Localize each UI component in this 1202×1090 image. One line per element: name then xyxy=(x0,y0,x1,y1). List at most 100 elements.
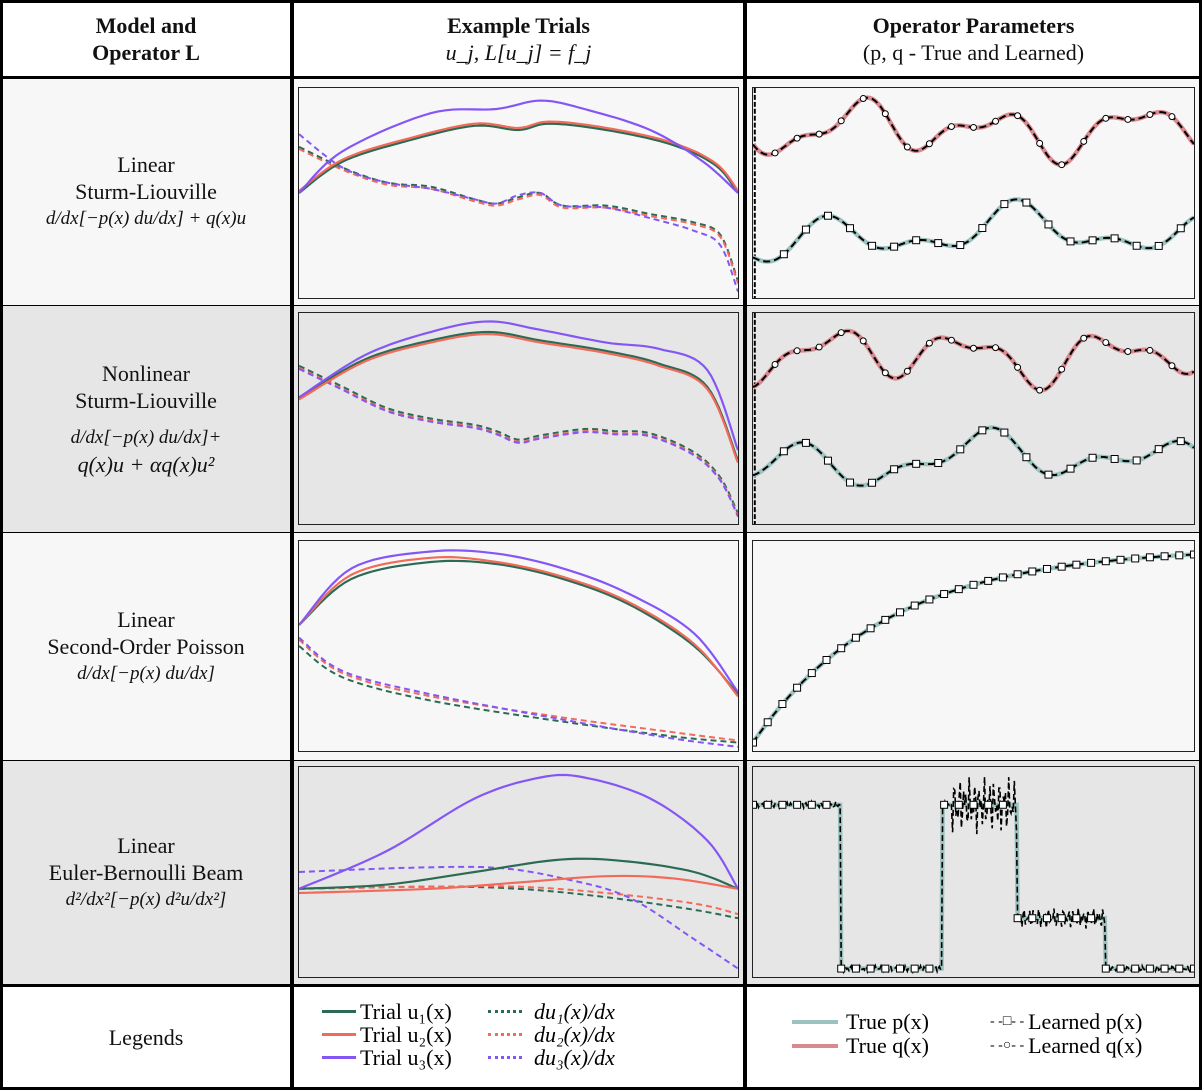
derivative-curve-du2 xyxy=(299,638,738,742)
learned-p-marker xyxy=(822,800,831,809)
trial-curve-u3 xyxy=(299,99,738,194)
learned-p-marker xyxy=(1154,445,1163,454)
learned-p-marker xyxy=(1057,914,1066,923)
legend-label: True p(x) xyxy=(846,1009,929,1034)
learned-p-marker xyxy=(793,683,802,692)
learned-q-marker xyxy=(1124,115,1132,123)
learned-q-marker xyxy=(1058,161,1066,169)
trials-plot-row1 xyxy=(298,87,739,299)
learned-p-marker xyxy=(912,236,921,245)
learned-p-marker xyxy=(1101,557,1110,566)
trial-curve-u2 xyxy=(299,556,738,698)
learned-p-marker xyxy=(837,644,846,653)
learned-p-marker xyxy=(763,718,772,727)
derivative-curve-du2 xyxy=(299,148,738,284)
learned-p-marker xyxy=(753,738,757,747)
trials-plot-row2 xyxy=(298,312,739,525)
learned-p-marker xyxy=(801,225,810,234)
learned-p-marker xyxy=(868,478,877,487)
learned-p-marker xyxy=(1175,964,1184,973)
learned-square-marker-icon: - -□- - xyxy=(990,1014,1025,1029)
legend-label: Learned p(x) xyxy=(1028,1009,1143,1034)
learned-p-marker xyxy=(1057,562,1066,571)
trial-curve-u3 xyxy=(299,549,738,693)
learned-p-marker xyxy=(763,800,772,809)
learned-q-marker xyxy=(1102,114,1110,122)
learned-q-marker xyxy=(992,117,1000,125)
learned-p-marker xyxy=(896,964,904,973)
learned-q-marker xyxy=(903,143,911,151)
trial-curve-u3 xyxy=(299,773,738,890)
learned-p-curve xyxy=(753,426,1194,487)
learned-q-marker xyxy=(837,117,845,125)
learned-p-marker xyxy=(1043,914,1051,923)
learned-p-marker xyxy=(837,964,846,973)
derivative-curve-du1 xyxy=(299,364,738,514)
learned-q-marker xyxy=(970,344,977,352)
learned-p-marker xyxy=(779,447,788,456)
trial-curve-u1 xyxy=(299,122,738,194)
learned-p-marker xyxy=(1131,964,1140,973)
learned-p-marker xyxy=(896,608,904,617)
learned-p-marker xyxy=(801,438,810,447)
derivative-curve-du1 xyxy=(299,645,738,744)
learned-p-marker xyxy=(956,241,965,250)
learned-q-marker xyxy=(815,343,823,351)
learned-q-marker xyxy=(859,337,867,345)
learned-p-marker xyxy=(1131,554,1140,563)
learned-p-marker xyxy=(910,601,919,610)
trial-curve-u2 xyxy=(299,120,738,192)
trials-plot-row4 xyxy=(298,766,739,978)
learned-p-marker xyxy=(1145,553,1154,562)
operator-formula: d²/dx²[−p(x) d²u/dx²] xyxy=(65,889,227,910)
derivative-curve-du3 xyxy=(299,636,738,748)
legend-label: Trial u₃(x) xyxy=(360,1045,452,1070)
learned-q-curve xyxy=(753,329,1194,392)
learned-p-marker xyxy=(1145,964,1154,973)
learned-p-marker xyxy=(1043,564,1051,573)
learned-q-marker xyxy=(1014,112,1022,120)
learned-q-marker xyxy=(992,344,1000,352)
legend-deriv-u3: du₃(x)/dx xyxy=(488,1046,615,1069)
learned-p-marker xyxy=(1072,560,1081,569)
row-label-line: Second-Order Poisson xyxy=(47,634,245,659)
learned-p-marker xyxy=(1000,200,1009,209)
learned-q-marker xyxy=(881,110,889,118)
operator-formula: d/dx[−p(x) du/dx]+ xyxy=(70,427,222,448)
learned-p-marker xyxy=(1066,464,1075,473)
learned-p-marker xyxy=(881,964,890,973)
learned-circle-marker-icon: - -○- - xyxy=(990,1038,1025,1053)
learned-p-marker xyxy=(940,800,949,809)
learned-q-marker xyxy=(970,123,977,131)
learned-q-marker xyxy=(859,95,867,102)
legend-trial-u3: Trial u₃(x) xyxy=(322,1046,452,1069)
learned-p-marker xyxy=(910,964,919,973)
learned-p-marker xyxy=(1110,455,1119,463)
learned-p-marker xyxy=(978,224,987,233)
learned-p-marker xyxy=(925,964,934,973)
learned-p-marker xyxy=(890,242,899,251)
params-plot-row4 xyxy=(752,766,1195,978)
learned-p-marker xyxy=(1154,241,1163,250)
learned-p-marker xyxy=(851,964,860,973)
learned-p-marker xyxy=(984,800,993,809)
true-q-curve xyxy=(753,328,1194,393)
operator-formula: d/dx[−p(x) du/dx] xyxy=(77,663,215,684)
true-p-curve xyxy=(753,802,1194,971)
learned-p-marker xyxy=(807,669,816,678)
learned-p-marker xyxy=(807,800,816,809)
header-example-trials: Example Trials u_j, L[u_j] = f_j xyxy=(292,0,745,78)
derivative-curve-du2 xyxy=(299,885,738,915)
learned-p-marker xyxy=(778,800,787,809)
trial-curve-u2 xyxy=(299,333,738,464)
row-label-line: Sturm-Liouville xyxy=(75,388,217,413)
learned-p-marker xyxy=(846,478,855,487)
row-label-nonlinear-sl: Nonlinear Sturm-Liouville d/dx[−p(x) du/… xyxy=(0,305,292,533)
learned-p-marker xyxy=(866,624,875,633)
learned-q-marker xyxy=(925,140,933,148)
learned-q-marker xyxy=(793,134,801,142)
header-model-line2: Operator L xyxy=(92,40,200,65)
learned-p-marker xyxy=(1000,428,1009,437)
learned-p-marker xyxy=(823,211,832,220)
legend-label: du₁(x)/dx xyxy=(534,999,615,1024)
